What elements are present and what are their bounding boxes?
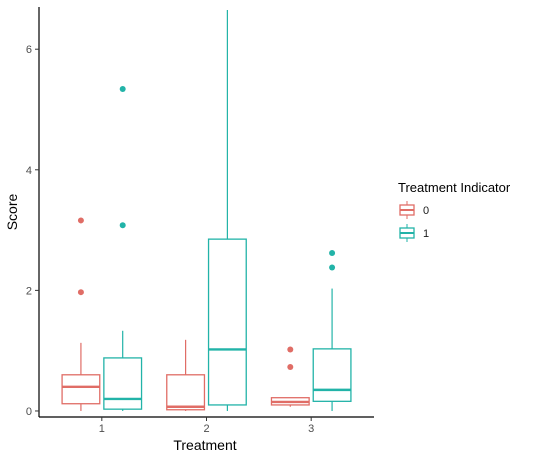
y-tick-label: 4 <box>26 165 32 177</box>
outlier-point <box>287 363 294 370</box>
box-series-0-cat-3 <box>270 346 310 407</box>
box-series-1-cat-2 <box>207 10 247 411</box>
box <box>312 348 352 402</box>
x-tick-label: 1 <box>99 423 105 435</box>
box-series-1-cat-1 <box>103 86 143 411</box>
outlier-point <box>119 222 126 229</box>
box <box>166 374 206 411</box>
y-axis-ticks: 0 2 4 6 <box>26 44 39 418</box>
legend-item-1: 1 <box>399 224 429 242</box>
box-series-1-cat-3 <box>312 250 352 411</box>
box <box>61 374 101 405</box>
outlier-point <box>77 217 84 224</box>
box-series-0-cat-2 <box>166 339 206 411</box>
x-axis-title: Treatment <box>173 437 236 453</box>
y-tick-label: 6 <box>26 44 32 56</box>
outlier-point <box>329 250 336 256</box>
legend: Treatment Indicator 01 <box>398 180 511 242</box>
x-axis-ticks: 1 2 3 <box>99 417 314 435</box>
legend-items: 01 <box>399 201 429 242</box>
legend-label: 1 <box>423 228 429 240</box>
legend-label: 0 <box>423 205 429 217</box>
y-tick-label: 0 <box>26 406 32 418</box>
outlier-point <box>119 86 126 92</box>
box <box>103 357 143 410</box>
y-tick-label: 2 <box>26 285 32 297</box>
x-tick-label: 2 <box>203 423 209 435</box>
legend-item-0: 0 <box>399 201 429 219</box>
x-tick-label: 3 <box>308 423 314 435</box>
y-axis-title: Score <box>4 194 20 231</box>
outlier-point <box>77 289 84 296</box>
legend-title: Treatment Indicator <box>398 180 511 195</box>
box <box>207 238 247 406</box>
outlier-point <box>329 264 336 271</box>
plot-area <box>61 10 352 411</box>
box-series-0-cat-1 <box>61 217 101 411</box>
outlier-point <box>287 346 294 353</box>
